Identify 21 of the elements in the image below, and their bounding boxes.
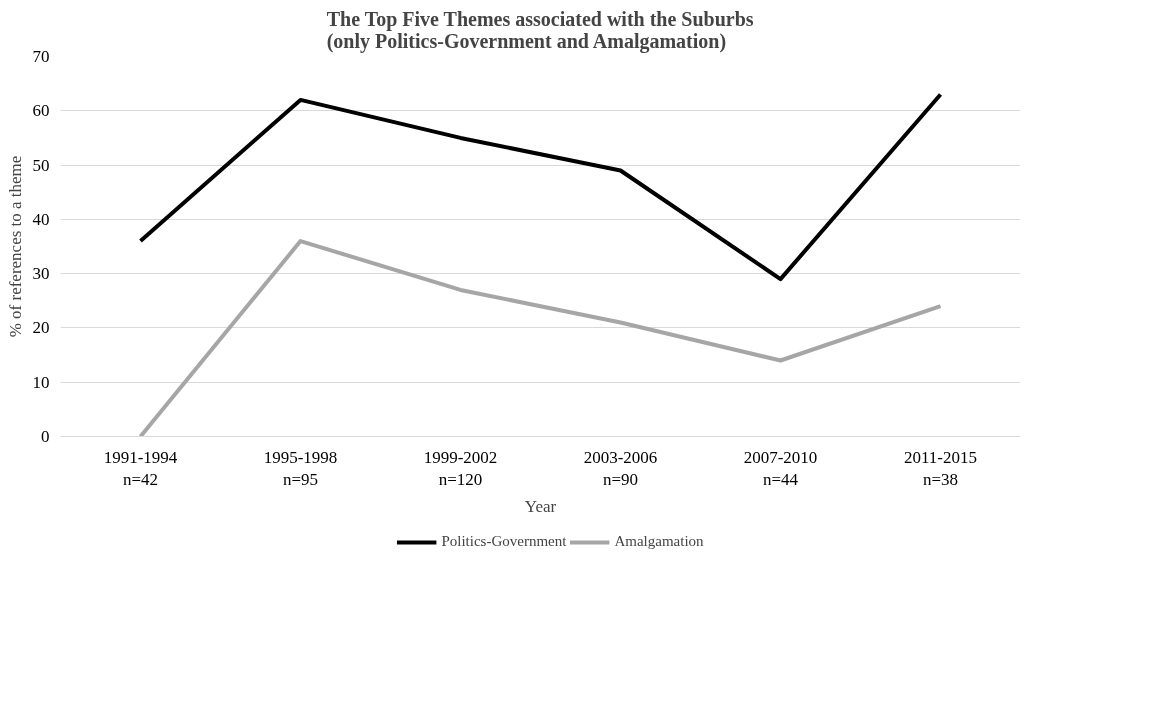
legend-label: Amalgamation	[614, 533, 704, 550]
y-tick-label: 30	[32, 264, 50, 284]
y-axis-title: % of references to a theme	[5, 155, 25, 338]
y-tick-label: 70	[32, 47, 50, 66]
legend-label: Politics-Government	[441, 533, 567, 550]
y-tick-label: 0	[41, 427, 50, 446]
x-tick-label: 1991-1994 n=42	[103, 447, 178, 490]
x-tick-label: 1999-2002 n=120	[423, 447, 498, 490]
line-series	[138, 92, 943, 282]
y-tick-label: 60	[32, 101, 50, 121]
y-tick-label: 10	[32, 372, 50, 392]
x-tick-label: 1995-1998 n=95	[263, 447, 338, 490]
x-tick-label: 2003-2006 n=90	[583, 447, 658, 490]
y-tick-label: 40	[32, 209, 50, 229]
x-axis-title: Year	[524, 497, 557, 517]
y-tick-label: 20	[32, 318, 50, 338]
x-tick-label: 2011-2015 n=38	[903, 447, 978, 490]
y-tick-label: 50	[32, 155, 50, 175]
x-tick-label: 2007-2010 n=44	[743, 447, 818, 490]
chart-title: The Top Five Themes associated with the Suburbs (only Politics-Government and Amalgamation)	[326, 7, 754, 53]
line-series	[138, 239, 943, 437]
